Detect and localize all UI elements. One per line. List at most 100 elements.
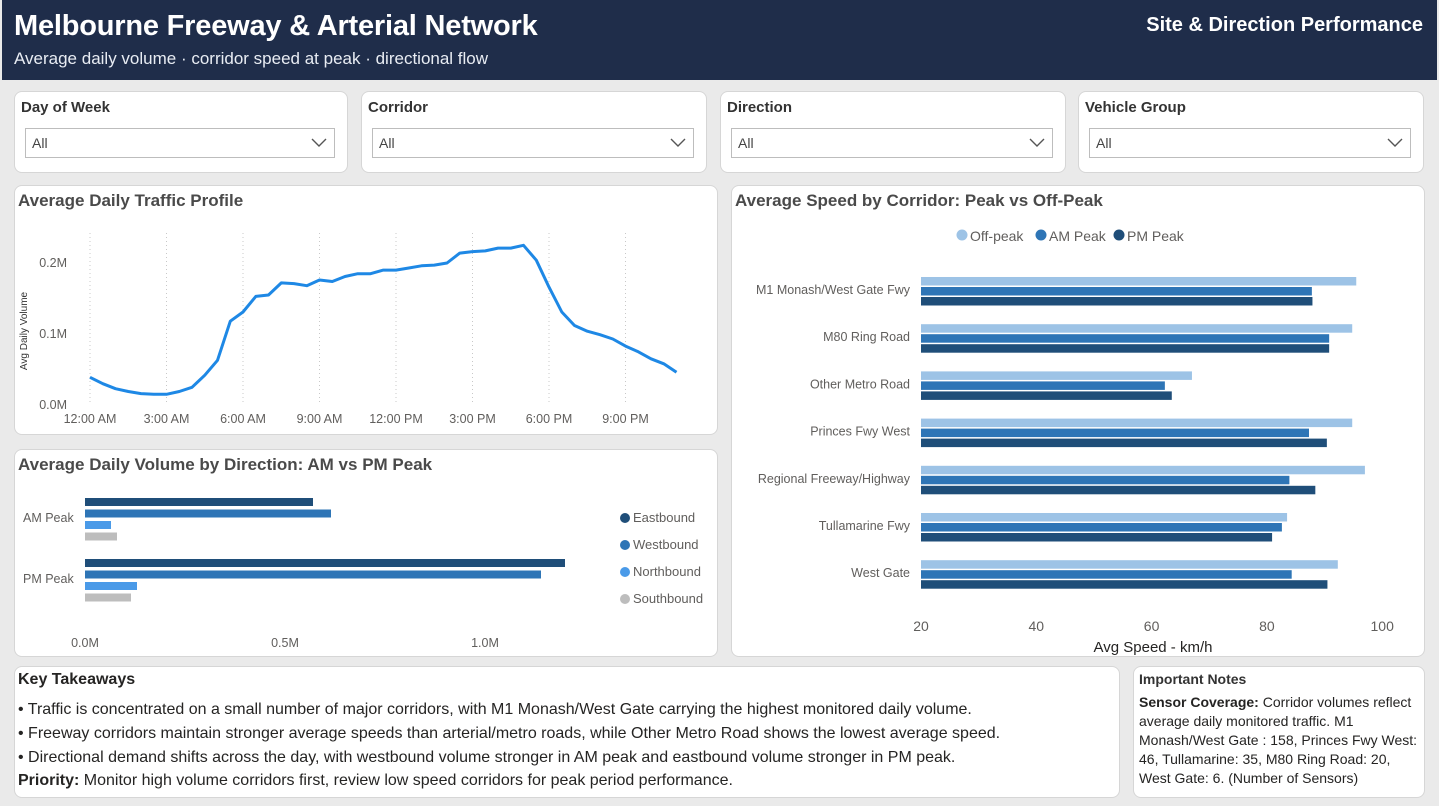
slicer-label: Direction (727, 99, 793, 116)
speed-bar (921, 297, 1313, 306)
direction-volume-chart[interactable]: AM Peak PM Peak 0.0M 0.5M 1.0M Eastbound Westb… (15, 450, 719, 658)
day-of-week-dropdown[interactable]: All (25, 128, 335, 158)
corridor-dropdown[interactable]: All (372, 128, 694, 158)
x-tick-label: 0.5M (271, 636, 299, 650)
legend-marker (620, 513, 630, 523)
notes-text: Sensor Coverage: Corridor volumes reflec… (1139, 693, 1421, 788)
corridor-speed-chart[interactable]: Avg Speed - km/h Off-peak AM Peak PM Peak M… (732, 186, 1426, 658)
speed-bar (921, 381, 1165, 390)
speed-bar (921, 418, 1353, 428)
speed-bar (921, 428, 1309, 438)
category-label: AM Peak (23, 511, 74, 525)
legend-marker (956, 229, 968, 241)
traffic-profile-chart[interactable]: Avg Daily Volume 12:00 AM 3:00 AM 6:00 AM 9… (15, 186, 719, 436)
category-label: PM Peak (23, 572, 74, 586)
slicer-corridor: Corridor All (361, 91, 707, 173)
legend-marker (620, 567, 630, 577)
x-tick-label: 12:00 AM (64, 412, 117, 426)
slicer-label: Day of Week (21, 99, 110, 116)
category-label: Other Metro Road (810, 377, 910, 391)
dropdown-value: All (1096, 135, 1112, 151)
direction-volume-card: Average Daily Volume by Direction: AM vs… (14, 449, 718, 657)
x-tick-label: 0.0M (71, 636, 99, 650)
notes-body: Corridor volumes reflect average daily m… (1139, 694, 1418, 786)
x-tick-label: 3:00 PM (449, 412, 496, 426)
y-tick-label: 0.1M (39, 327, 67, 341)
slicer-direction: Direction All (720, 91, 1066, 173)
chart-title: Average Daily Volume by Direction: AM vs… (18, 455, 433, 474)
speed-bar (921, 438, 1327, 448)
category-label: M1 Monash/West Gate Fwy (756, 283, 911, 297)
important-notes-card: Important Notes Sensor Coverage: Corrido… (1133, 666, 1425, 798)
speed-bar (921, 391, 1172, 400)
vehicle-group-dropdown[interactable]: All (1089, 128, 1411, 158)
legend-label: Eastbound (633, 510, 695, 525)
direction-bar (85, 532, 117, 541)
x-tick-label: 12:00 PM (369, 412, 423, 426)
legend-label: AM Peak (1049, 228, 1107, 244)
legend-label: Off-peak (970, 228, 1024, 244)
dropdown-value: All (32, 135, 48, 151)
speed-bar (921, 324, 1353, 333)
x-tick-label: 60 (1144, 618, 1160, 634)
speed-bar (921, 533, 1273, 542)
corridor-speed-card: Average Speed by Corridor: Peak vs Off-P… (731, 185, 1425, 657)
dropdown-value: All (738, 135, 754, 151)
takeaway-line: • Freeway corridors maintain stronger av… (18, 725, 1001, 742)
speed-bar (921, 570, 1292, 579)
priority-line: Priority: Monitor high volume corridors … (18, 772, 733, 790)
x-axis-label: Avg Speed - km/h (1094, 639, 1213, 656)
report-title: Melbourne Freeway & Arterial Network (14, 10, 538, 42)
speed-bar (921, 485, 1316, 495)
slicer-label: Vehicle Group (1085, 99, 1186, 116)
x-tick-label: 3:00 AM (144, 412, 190, 426)
page-name: Site & Direction Performance (1146, 14, 1423, 36)
direction-bar (85, 498, 313, 506)
direction-bar (85, 570, 541, 579)
slicer-day-of-week: Day of Week All (14, 91, 348, 173)
y-axis-label: Avg Daily Volume (19, 291, 30, 370)
x-tick-label: 100 (1371, 618, 1395, 634)
speed-bar (921, 475, 1290, 485)
chevron-down-icon (1029, 138, 1045, 147)
dropdown-value: All (379, 135, 395, 151)
legend-label: Westbound (633, 537, 699, 552)
category-label: M80 Ring Road (823, 330, 910, 344)
speed-bar (921, 560, 1338, 569)
legend-label: Northbound (633, 564, 701, 579)
x-tick-label: 9:00 PM (602, 412, 649, 426)
speed-bar (921, 513, 1288, 522)
speed-bar (921, 580, 1328, 589)
legend-marker (1113, 229, 1125, 241)
direction-bar (85, 509, 331, 518)
speed-bar (921, 371, 1192, 380)
notes-label: Sensor Coverage: (1139, 694, 1259, 710)
x-tick-label: 1.0M (471, 636, 499, 650)
speed-bar (921, 334, 1330, 343)
x-tick-label: 80 (1259, 618, 1275, 634)
chevron-down-icon (670, 138, 686, 147)
y-tick-label: 0.0M (39, 398, 67, 412)
takeaway-line: • Traffic is concentrated on a small num… (18, 701, 972, 718)
chevron-down-icon (1387, 138, 1403, 147)
legend-marker (1035, 229, 1047, 241)
direction-bar (85, 521, 111, 529)
chart-title: Average Daily Traffic Profile (18, 191, 244, 210)
priority-text: Monitor high volume corridors first, rev… (79, 772, 733, 789)
speed-bar (921, 344, 1330, 353)
direction-bar (85, 559, 565, 567)
takeaway-line: • Directional demand shifts across the d… (18, 749, 956, 766)
takeaways-title: Key Takeaways (18, 671, 136, 688)
legend-marker (620, 594, 630, 604)
x-tick-label: 6:00 AM (220, 412, 266, 426)
slicer-label: Corridor (368, 99, 428, 116)
report-header: Melbourne Freeway & Arterial Network Ave… (2, 0, 1437, 80)
x-tick-label: 40 (1029, 618, 1045, 634)
direction-dropdown[interactable]: All (731, 128, 1053, 158)
x-tick-label: 20 (913, 618, 929, 634)
legend-marker (620, 540, 630, 550)
priority-label: Priority: (18, 772, 80, 789)
speed-bar (921, 287, 1312, 296)
traffic-profile-card: Average Daily Traffic Profile Avg Daily … (14, 185, 718, 435)
chevron-down-icon (311, 138, 327, 147)
